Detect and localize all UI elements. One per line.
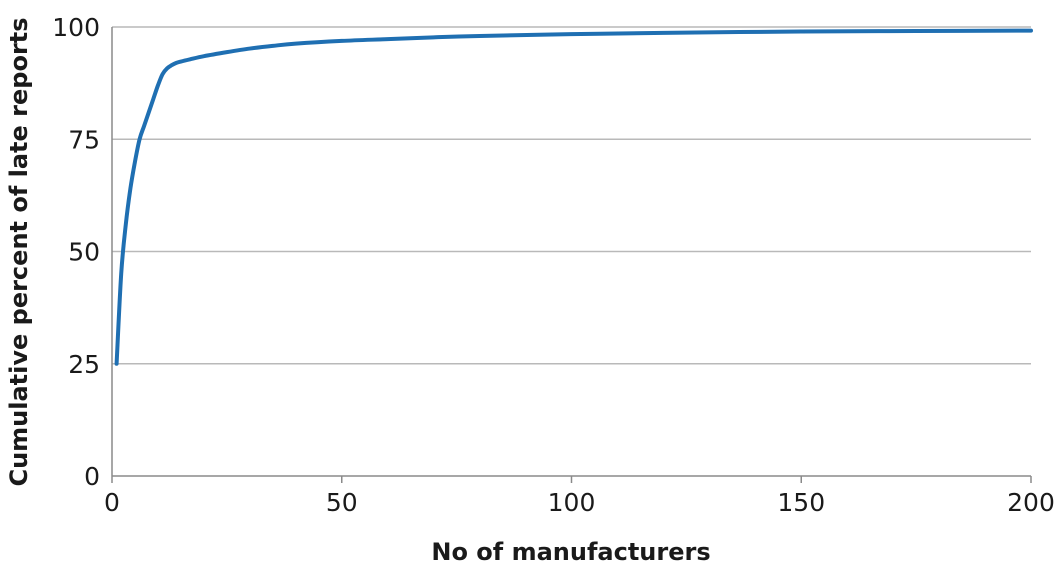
x-axis-title: No of manufacturers	[431, 538, 710, 566]
series-layer	[114, 28, 1033, 366]
x-tick-label: 150	[777, 488, 825, 517]
series-line	[114, 28, 1033, 366]
tick-labels: 0 25 50 75 100 0 50 100 150 200	[52, 13, 1055, 517]
x-tick-label: 100	[548, 488, 596, 517]
y-axis-title: Cumulative percent of late reports	[5, 17, 33, 486]
y-tick-label: 75	[68, 125, 100, 154]
x-tick-label: 0	[104, 488, 120, 517]
y-tick-label: 0	[84, 462, 100, 491]
y-tick-label: 50	[68, 238, 100, 267]
gridlines	[112, 26, 1031, 365]
y-tick-label: 25	[68, 350, 100, 379]
y-tick-label: 100	[52, 13, 100, 42]
x-tick-label: 200	[1007, 488, 1055, 517]
axes	[111, 27, 1032, 483]
x-tick-label: 50	[326, 488, 358, 517]
